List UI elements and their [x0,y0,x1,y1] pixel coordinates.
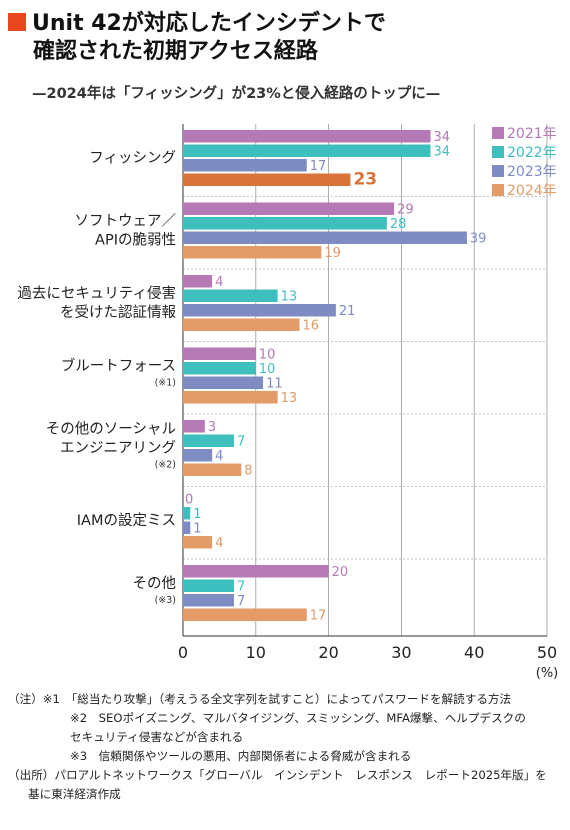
x-tick-label: 50 [537,643,557,662]
source-a: （出所）パロアルトネットワークス「グローバル インシデント レスポンス レポート… [8,768,547,782]
data-label: 7 [237,594,245,609]
source-b: 基に東洋経済作成 [28,787,121,801]
bar [183,231,467,244]
data-label: 17 [310,609,327,624]
bar [183,217,387,230]
bar [183,202,395,215]
bar [183,391,278,404]
data-label: 23 [353,170,377,190]
bar [183,144,431,157]
legend-swatch [492,165,504,177]
legend-label: 2021年 [507,126,557,142]
data-label: 13 [281,391,298,406]
bar [183,275,213,288]
category-label: フィッシング [89,150,176,167]
bar [183,304,336,317]
x-tick-label: 30 [391,643,411,662]
data-label: 11 [266,377,283,392]
bar [183,521,191,534]
bar [183,608,307,621]
bar [183,449,213,462]
category-label: その他のソーシャル [46,421,176,438]
data-label: 13 [281,290,298,305]
category-note: (※3) [155,595,176,606]
data-label: 28 [390,217,407,232]
data-label: 1 [193,522,201,537]
title-line-2: 確認された初期アクセス経路 [33,39,318,64]
bar [183,376,264,389]
category-label: エンジニアリング [60,440,176,457]
bar [183,434,234,447]
bar [183,536,213,549]
data-label: 20 [332,565,349,580]
data-label: 21 [339,304,356,319]
category-label: APIの脆弱性 [95,231,176,249]
bar [183,246,322,259]
notes: （注）※1 「総当たり攻撃」（考えうる全文字列を試すこと）によってパスワードを解… [8,690,564,804]
category-note: (※1) [155,378,176,389]
bar [183,362,256,375]
data-label: 7 [237,580,245,595]
legend-label: 2024年 [507,183,557,199]
legend-swatch [492,127,504,139]
note-1: （注）※1 「総当たり攻撃」（考えうる全文字列を試すこと）によってパスワードを解… [8,692,512,706]
data-label: 34 [434,145,451,160]
bar [183,507,191,520]
bar [183,594,234,607]
data-label: 1 [193,507,201,522]
note-3: ※3 信頼関係やツールの悪用、内部関係者による脅威が含まれる [70,749,412,763]
category-label: ソフトウェア／ [75,213,177,230]
legend-swatch [492,184,504,196]
subtitle: —2024年は「フィッシング」が23%と侵入経路のトップに— [32,86,441,102]
note-2a: ※2 SEOポイズニング、マルバタイジング、スミッシング、MFA爆撃、ヘルプデス… [70,711,526,725]
bar [183,347,256,360]
bar [183,130,431,143]
data-label: 4 [215,275,223,290]
note-2b: セキュリティ侵害などが含まれる [70,730,244,744]
data-label: 0 [185,493,193,508]
category-label: を受けた認証情報 [60,304,176,321]
bar [183,159,307,172]
data-label: 7 [237,435,245,450]
x-tick-label: 40 [464,643,484,662]
data-label: 29 [397,203,414,218]
data-label: 34 [434,130,451,145]
data-label: 19 [324,246,341,261]
x-tick-label: 20 [318,643,338,662]
bar [183,565,329,578]
bar [183,579,234,592]
data-label: 10 [259,348,276,363]
data-label: 4 [215,536,223,551]
data-label: 39 [470,232,487,247]
category-label: IAMの設定ミス [77,512,176,529]
category-note: (※2) [155,460,176,471]
bar [183,173,351,186]
title-line-1: Unit 42が対応したインシデントで [8,10,564,38]
legend-swatch [492,146,504,158]
category-label: その他 [133,575,177,592]
bar [183,289,278,302]
bar-chart: 34341723フィッシング29283919ソフトウェア／APIの脆弱性4132… [17,124,559,681]
data-label: 3 [208,420,216,435]
bar [183,420,205,433]
title-marker [8,13,26,31]
legend-label: 2023年 [507,164,557,180]
data-label: 16 [302,319,319,334]
category-label: 過去にセキュリティ侵害 [17,285,176,302]
data-label: 4 [215,449,223,464]
bar [183,318,300,331]
x-tick-label: 0 [178,643,188,662]
title-text-1: Unit 42が対応したインシデントで [32,11,386,36]
bar [183,463,242,476]
x-unit-label: (%) [536,666,559,681]
legend-label: 2022年 [507,145,557,161]
data-label: 17 [310,159,327,174]
data-label: 8 [244,464,252,479]
category-label: ブルートフォース [61,357,176,375]
title-block: Unit 42が対応したインシデントで 確認された初期アクセス経路 [8,10,564,66]
x-tick-label: 10 [246,643,266,662]
data-label: 10 [259,362,276,377]
